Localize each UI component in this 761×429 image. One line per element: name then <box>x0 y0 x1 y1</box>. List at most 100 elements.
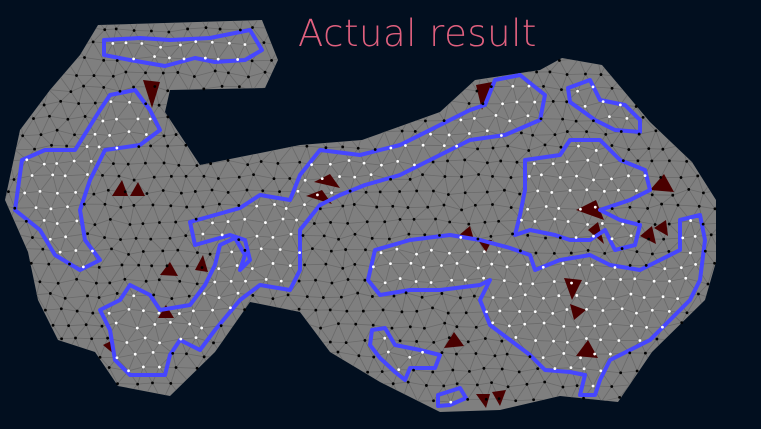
mesh-edge <box>183 41 197 60</box>
mesh-edge <box>87 174 103 176</box>
mesh-edge <box>660 351 680 357</box>
inside-vertex <box>520 218 523 222</box>
mesh-edge <box>203 85 223 90</box>
mesh-edge <box>715 163 716 176</box>
outside-vertex <box>559 145 563 149</box>
mesh-edge <box>34 0 49 2</box>
mesh-edge <box>663 115 674 135</box>
mesh-edge <box>554 118 563 135</box>
mesh-edge <box>685 340 707 343</box>
mesh-edge <box>586 264 593 284</box>
mesh-edge <box>741 264 748 284</box>
inside-vertex <box>49 207 53 211</box>
mesh-edge <box>113 163 129 165</box>
mesh-edge <box>715 145 716 149</box>
outside-vertex <box>365 220 369 224</box>
mesh-edge <box>342 146 359 149</box>
mesh-edge <box>133 56 155 60</box>
mesh-edge <box>708 163 716 166</box>
outside-vertex <box>97 296 101 299</box>
mesh-edge <box>103 0 112 17</box>
outside-vertex <box>404 291 408 295</box>
mesh-edge <box>424 218 436 235</box>
mesh-edge <box>413 206 429 220</box>
bad-triangle <box>476 394 490 408</box>
mesh-edge <box>748 177 754 194</box>
mesh-edge <box>410 262 424 268</box>
outside-vertex <box>336 350 340 354</box>
mesh-edge <box>552 20 559 29</box>
mesh-edge <box>40 13 62 16</box>
mesh-edge <box>82 382 104 387</box>
mesh-edge <box>70 75 77 92</box>
mesh-edge <box>136 237 151 240</box>
mesh-edge <box>136 327 146 339</box>
inside-vertex <box>81 265 85 269</box>
mesh-edge <box>465 56 476 73</box>
boundary-curve <box>436 386 468 408</box>
mesh-edge <box>449 221 469 225</box>
outside-vertex <box>599 73 603 76</box>
mesh-edge <box>649 1 665 2</box>
mesh-edge <box>341 118 347 134</box>
mesh-edge <box>380 248 397 254</box>
outside-vertex <box>329 221 332 224</box>
mesh-edge <box>315 400 334 402</box>
mesh-edge <box>382 369 399 372</box>
mesh-edge <box>252 295 273 300</box>
inside-vertex <box>576 325 580 329</box>
mesh-edge <box>542 42 554 63</box>
mesh-edge <box>339 0 354 3</box>
outside-vertex <box>341 145 345 149</box>
mesh-edge <box>660 89 679 92</box>
outside-vertex <box>519 131 523 135</box>
mesh-edge <box>409 326 417 342</box>
mesh-edge <box>370 164 382 175</box>
mesh-edge <box>738 76 745 88</box>
mesh-edge <box>154 321 171 325</box>
mesh-edge <box>433 100 450 104</box>
mesh-edge <box>152 352 160 368</box>
mesh-edge <box>426 371 434 386</box>
mesh-edge <box>644 371 655 385</box>
outside-vertex <box>475 89 479 93</box>
mesh-edge <box>138 264 152 267</box>
mesh-edge <box>92 312 103 327</box>
inside-vertex <box>296 189 300 193</box>
mesh-edge <box>133 295 144 311</box>
outside-vertex <box>400 129 404 133</box>
outside-vertex <box>635 369 639 373</box>
mesh-edge <box>662 280 670 297</box>
mesh-edge <box>475 353 495 357</box>
mesh-edge <box>26 0 34 15</box>
outside-vertex <box>69 90 73 94</box>
mesh-edge <box>36 281 41 295</box>
mesh-edge <box>739 224 754 225</box>
mesh-edge <box>636 309 653 314</box>
mesh-edge <box>476 368 485 386</box>
outside-vertex <box>276 161 280 165</box>
mesh-edge <box>49 239 61 253</box>
inside-vertex <box>383 336 387 340</box>
mesh-edge <box>9 41 24 45</box>
mesh-edge <box>33 115 50 119</box>
mesh-edge <box>202 0 213 12</box>
mesh-edge <box>93 75 114 77</box>
outside-vertex <box>123 277 127 281</box>
mesh-edge <box>146 190 164 194</box>
mesh-edge <box>266 279 282 282</box>
outside-vertex <box>482 366 486 370</box>
mesh-edge <box>595 28 611 33</box>
outside-vertex <box>32 117 35 120</box>
mesh-edge <box>365 238 373 250</box>
mesh-edge <box>5 72 12 92</box>
mesh-edge <box>187 115 198 132</box>
mesh-edge <box>537 174 542 192</box>
mesh-edge <box>134 337 146 355</box>
mesh-edge <box>388 86 408 88</box>
mesh-edge <box>647 208 656 225</box>
mesh-edge <box>218 251 233 269</box>
mesh-edge <box>180 176 187 194</box>
mesh-edge <box>40 116 50 135</box>
mesh-edge <box>133 179 148 194</box>
